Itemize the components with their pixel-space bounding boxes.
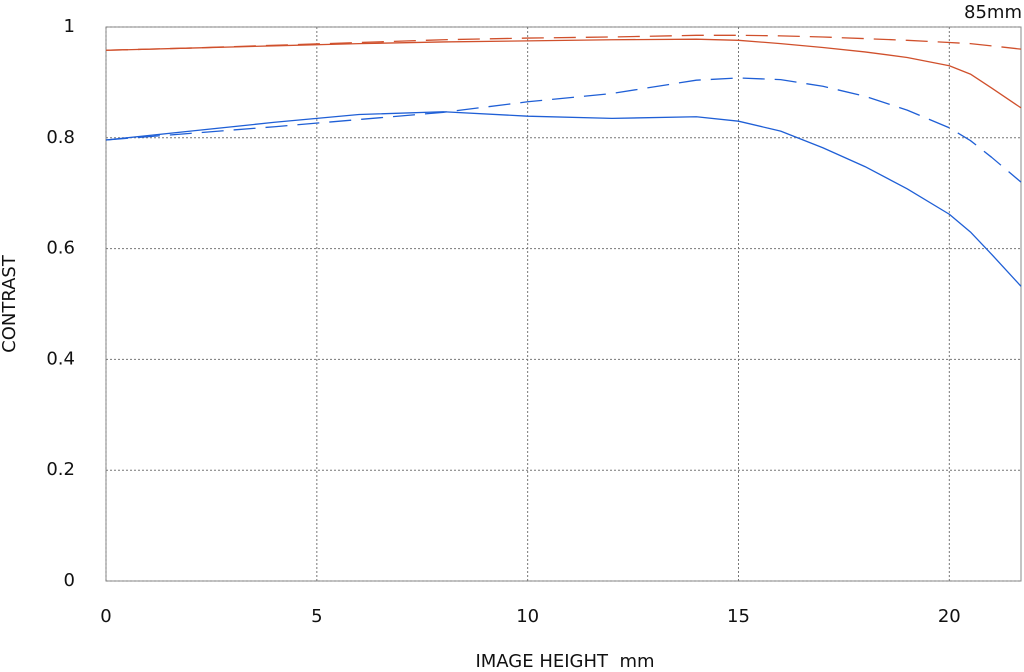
y-axis-label: CONTRAST bbox=[0, 254, 20, 353]
y-tick-label: 0.6 bbox=[46, 238, 75, 259]
x-axis-label: IMAGE HEIGHT mm bbox=[475, 651, 654, 672]
x-tick-label: 10 bbox=[516, 606, 539, 627]
x-tick-label: 5 bbox=[311, 606, 322, 627]
y-tick-label: 0.8 bbox=[46, 127, 75, 148]
y-tick-label: 0.4 bbox=[46, 348, 75, 369]
series-line bbox=[105, 38, 1022, 109]
x-tick-label: 0 bbox=[100, 606, 111, 627]
y-tick-label: 0 bbox=[64, 570, 75, 591]
y-tick-label: 0.2 bbox=[46, 459, 75, 480]
series-line bbox=[105, 77, 1022, 183]
x-tick-label: 20 bbox=[938, 606, 961, 627]
series-line bbox=[105, 111, 1022, 287]
chart-title: 85mm bbox=[964, 2, 1022, 23]
series-line bbox=[105, 34, 1022, 51]
x-tick-label: 15 bbox=[727, 606, 750, 627]
y-tick-label: 1 bbox=[64, 16, 75, 37]
plot-frame bbox=[105, 26, 1022, 582]
